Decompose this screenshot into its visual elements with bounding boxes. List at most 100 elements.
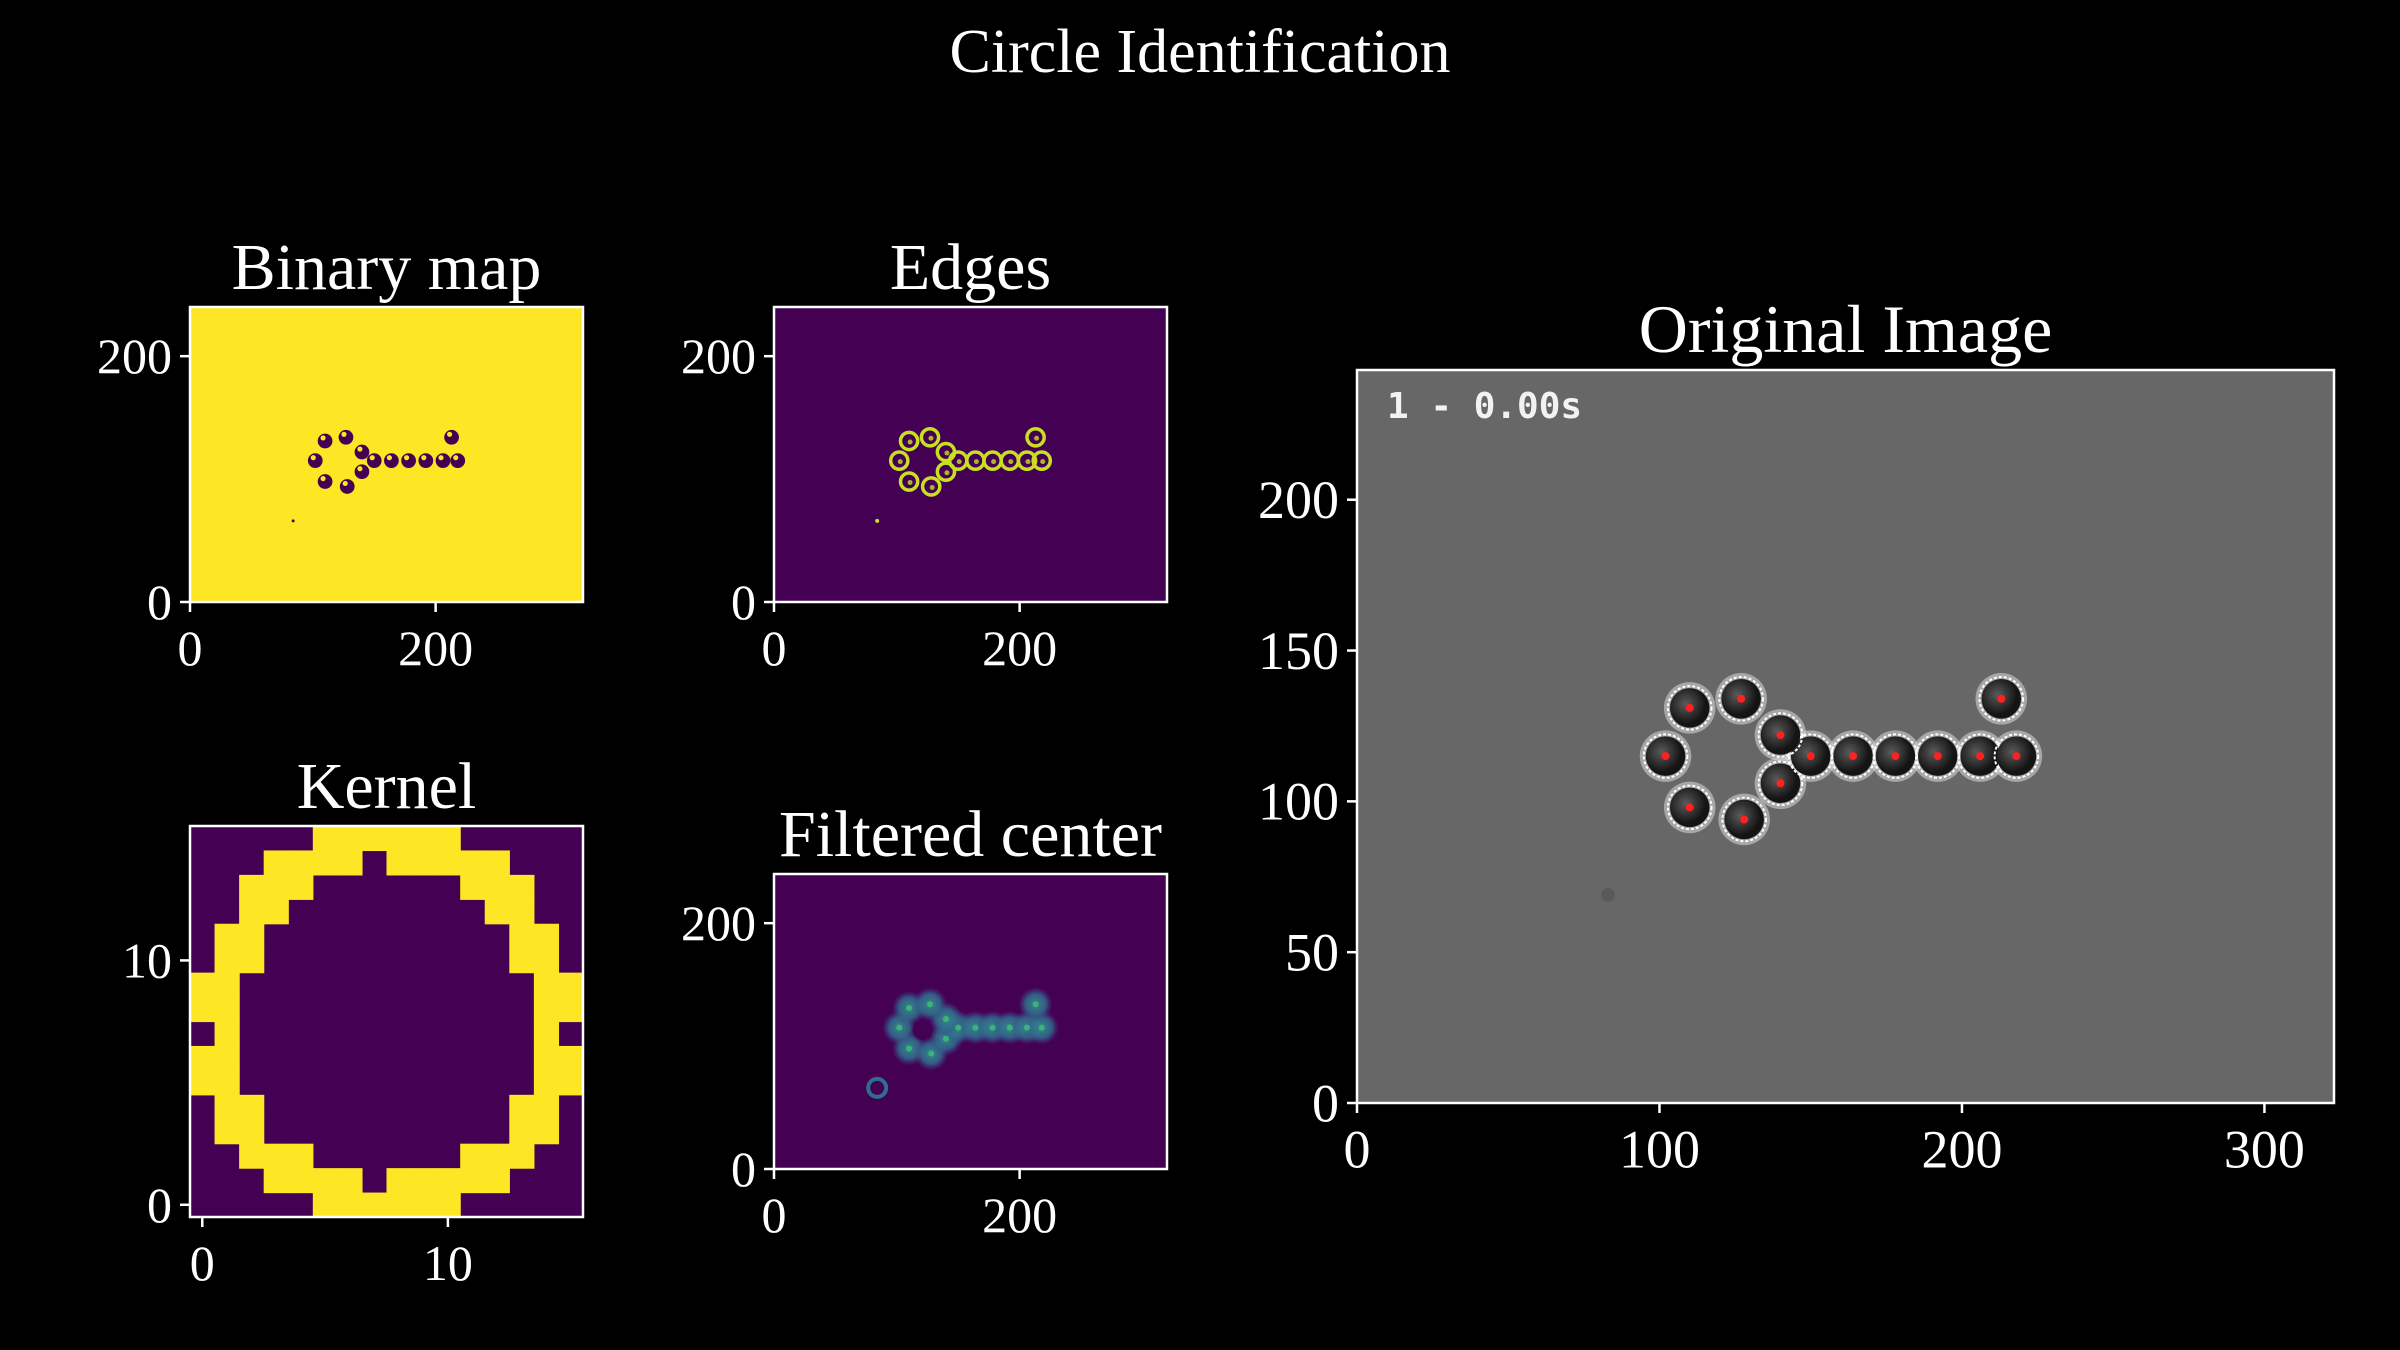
x-tick-label: 200: [982, 1187, 1057, 1243]
edge-core: [897, 459, 903, 465]
binary-blob: [444, 429, 459, 445]
kernel-cell: [337, 826, 363, 852]
detected-center: [2012, 752, 2021, 761]
binary-blob: [384, 453, 399, 469]
binary-blob-hole: [386, 455, 392, 461]
y-tick-label: 150: [1258, 621, 1339, 681]
kernel-cell: [435, 1168, 461, 1194]
filtered-peak: [942, 1016, 949, 1023]
kernel-cell: [435, 1192, 461, 1217]
y-tick-label: 0: [731, 574, 756, 630]
x-tick-label: 200: [982, 620, 1057, 676]
detected-circle: [1757, 760, 1804, 807]
kernel-cell: [214, 948, 240, 974]
filtered-peak: [1006, 1024, 1013, 1031]
kernel-cell: [239, 874, 265, 900]
plot-area: [190, 826, 583, 1217]
kernel-cell: [214, 1119, 240, 1145]
binary-blob-hole: [447, 431, 453, 437]
edge-ring: [1031, 450, 1053, 471]
kernel-cell: [533, 1070, 560, 1096]
kernel-cell: [386, 850, 412, 876]
subplot-title: Original Image: [1639, 291, 2053, 367]
detected-center: [1933, 752, 1942, 761]
kernel-cell: [509, 1119, 535, 1145]
kernel-cell: [214, 1094, 240, 1120]
kernel-cell: [460, 1168, 486, 1194]
binary-blob-hole: [357, 466, 363, 472]
y-tick-label: 100: [1258, 772, 1339, 832]
edge-core: [991, 459, 997, 465]
kernel-cell: [239, 923, 265, 949]
binary-blob: [401, 453, 416, 469]
filtered-hole: [912, 1020, 933, 1041]
kernel-cell: [288, 1168, 314, 1194]
detected-circle: [1914, 733, 1961, 779]
kernel-cell: [288, 1143, 314, 1169]
kernel-cell: [460, 850, 486, 876]
filtered-peak: [906, 1045, 913, 1052]
edge-ring: [898, 471, 920, 492]
edge-ring: [920, 476, 942, 497]
y-tick-label: 200: [1258, 470, 1339, 530]
binary-blob: [366, 453, 382, 469]
image-dust: [1601, 887, 1616, 902]
subplot-title: Binary map: [232, 231, 542, 304]
edge-core: [956, 459, 962, 465]
edge-core: [973, 459, 979, 465]
kernel-cell: [263, 1143, 289, 1169]
kernel-cell: [337, 850, 363, 876]
kernel-cell: [214, 923, 240, 949]
kernel-cell: [312, 850, 338, 876]
kernel-cell: [190, 1070, 216, 1096]
binary-blob: [317, 474, 333, 489]
binary-blob: [317, 433, 333, 449]
edge-ring: [898, 430, 920, 452]
filtered-peak: [942, 1035, 949, 1042]
edge-core: [907, 439, 913, 445]
filtered-peak: [906, 1004, 913, 1011]
detected-center: [1737, 694, 1746, 703]
kernel-cell: [533, 1094, 560, 1120]
kernel-cell: [337, 1168, 363, 1194]
binary-blob-hole: [310, 455, 316, 461]
edge-ring: [935, 441, 957, 463]
detected-center: [1976, 752, 1985, 761]
subplot-title: Filtered center: [779, 798, 1162, 871]
y-tick-label: 0: [147, 1177, 172, 1233]
plot-area: [774, 307, 1167, 602]
kernel-cell: [263, 850, 289, 876]
kernel-cell: [214, 1021, 240, 1047]
detected-center: [1776, 779, 1785, 788]
kernel-cell: [435, 850, 461, 876]
binary-blob-hole: [421, 455, 427, 461]
filtered-peak: [928, 1050, 935, 1057]
detected-circle: [1757, 712, 1804, 758]
binary-background: [190, 307, 583, 602]
binary-blob-hole: [369, 455, 375, 461]
detected-circle: [1718, 676, 1764, 722]
filtered-peak: [1032, 1001, 1039, 1008]
kernel-cell: [214, 972, 240, 998]
binary-blob-hole: [342, 480, 348, 487]
kernel-cell: [435, 826, 461, 852]
kernel-cell: [411, 1168, 437, 1194]
edge-core: [907, 480, 913, 486]
binary-blob-hole: [320, 475, 326, 482]
x-tick-label: 200: [398, 620, 473, 676]
edges-speck: [875, 518, 880, 523]
kernel-cell: [361, 826, 388, 852]
x-tick-label: 0: [1344, 1119, 1371, 1179]
kernel-cell: [460, 874, 486, 900]
kernel-cell: [361, 1192, 388, 1217]
binary-blob-hole: [341, 431, 347, 437]
detected-circle: [1666, 784, 1713, 831]
y-tick-label: 0: [147, 574, 172, 630]
binary-blob: [307, 453, 323, 469]
kernel-cell: [312, 1168, 338, 1194]
figure-title: Circle Identification: [950, 18, 1451, 86]
kernel-cell: [411, 826, 437, 852]
detected-circle: [1830, 733, 1876, 779]
y-tick-label: 0: [731, 1141, 756, 1197]
y-tick-label: 200: [97, 328, 172, 384]
